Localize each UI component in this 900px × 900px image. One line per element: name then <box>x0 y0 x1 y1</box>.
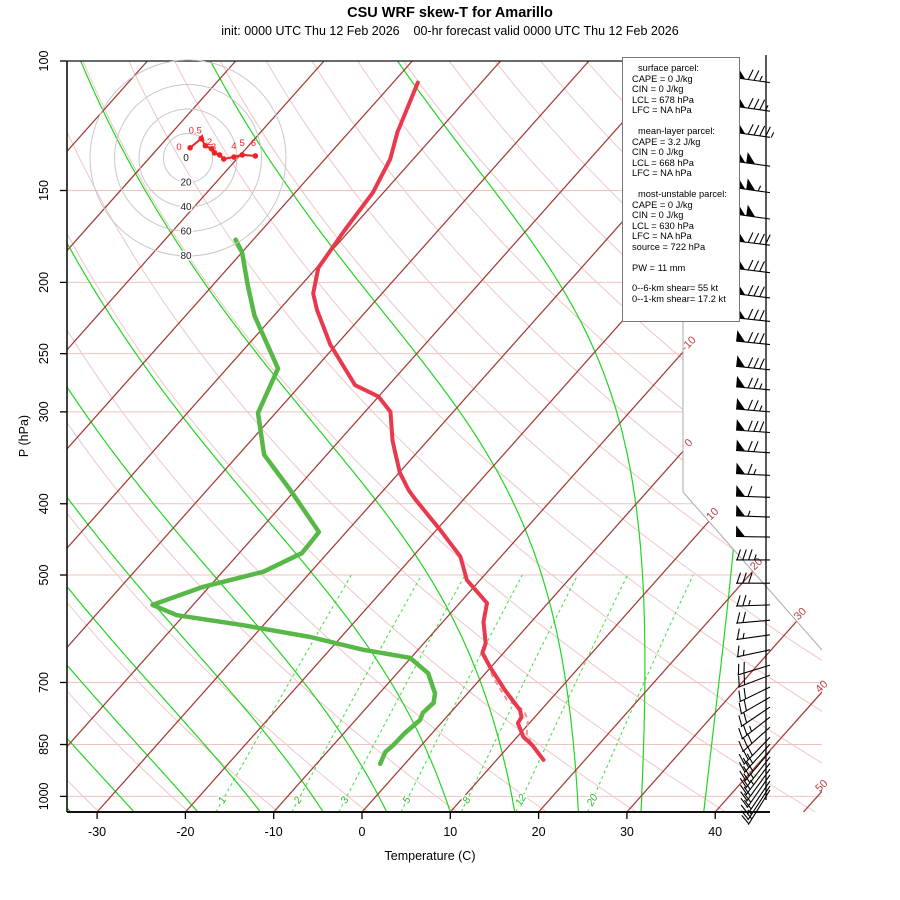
svg-text:0.5: 0.5 <box>189 126 202 137</box>
info-section-title: mean-layer parcel: <box>638 125 715 136</box>
info-line: LFC = NA hPa <box>632 105 692 116</box>
parcel-info-box: surface parcel: CAPE = 0 J/kg CIN = 0 J/kg… <box>622 57 740 322</box>
svg-text:20: 20 <box>532 825 546 839</box>
svg-text:0: 0 <box>359 825 366 839</box>
svg-text:40: 40 <box>708 825 722 839</box>
svg-text:20: 20 <box>584 792 601 809</box>
svg-text:30: 30 <box>792 606 809 623</box>
svg-text:12: 12 <box>513 792 529 808</box>
svg-text:0: 0 <box>682 437 695 450</box>
plot-frame <box>66 60 823 813</box>
info-line: PW = 11 mm <box>632 262 686 273</box>
svg-text:-20: -20 <box>176 825 194 839</box>
info-gap <box>632 253 739 263</box>
svg-text:30: 30 <box>620 825 634 839</box>
svg-text:300: 300 <box>37 401 51 422</box>
svg-text:850: 850 <box>37 734 51 755</box>
svg-text:400: 400 <box>37 493 51 514</box>
page-subtitle: init: 0000 UTC Thu 12 Feb 2026 00-hr for… <box>221 24 679 38</box>
svg-text:60: 60 <box>180 227 192 238</box>
info-line: CIN = 0 J/kg <box>632 84 684 95</box>
info-line: CIN = 0 J/kg <box>632 147 684 158</box>
x-axis-title: Temperature (C) <box>384 849 476 863</box>
svg-text:2: 2 <box>207 137 212 148</box>
svg-text:150: 150 <box>37 180 51 201</box>
svg-text:6: 6 <box>251 138 256 149</box>
svg-text:-30: -30 <box>88 825 106 839</box>
isotherm-labels: -10 0 10 20 30 40 50 <box>679 334 830 795</box>
info-gap <box>632 179 739 189</box>
temperature-trace <box>311 80 546 762</box>
svg-text:20: 20 <box>180 178 192 189</box>
axis-ticks: -30 -20 -10 0 10 20 30 401001502002503004005007… <box>37 51 722 839</box>
info-gap <box>632 273 739 283</box>
svg-text:-10: -10 <box>265 825 283 839</box>
svg-text:4: 4 <box>231 141 236 152</box>
svg-text:3: 3 <box>211 142 216 153</box>
svg-text:1: 1 <box>200 133 205 144</box>
svg-text:700: 700 <box>37 672 51 693</box>
info-line: CAPE = 0 J/kg <box>632 73 693 84</box>
info-line: LCL = 668 hPa <box>632 157 694 168</box>
hodograph-inset: 0 20 40 60 80 0 0.51 23 4 5 6 <box>89 59 287 264</box>
svg-text:5: 5 <box>239 138 244 149</box>
svg-text:40: 40 <box>813 678 830 695</box>
info-line: 0--6-km shear= 55 kt <box>632 283 719 294</box>
info-line: source = 722 hPa <box>632 241 706 252</box>
info-section-title: most-unstable parcel: <box>638 188 727 199</box>
page-title: CSU WRF skew-T for Amarillo <box>347 5 553 21</box>
svg-text:40: 40 <box>180 202 192 213</box>
info-line: CIN = 0 J/kg <box>632 210 684 221</box>
info-line: LCL = 630 hPa <box>632 220 694 231</box>
svg-text:-10: -10 <box>679 334 699 354</box>
wind-barb-column <box>735 55 775 826</box>
svg-text:10: 10 <box>704 506 721 523</box>
info-line: LCL = 678 hPa <box>632 94 694 105</box>
svg-text:500: 500 <box>37 565 51 586</box>
svg-text:80: 80 <box>180 251 192 262</box>
svg-text:0: 0 <box>176 142 181 153</box>
svg-text:1000: 1000 <box>37 782 51 810</box>
info-gap <box>632 116 739 126</box>
info-section-title: surface parcel: <box>638 63 699 73</box>
svg-text:100: 100 <box>37 51 51 72</box>
svg-text:250: 250 <box>37 343 51 364</box>
info-line: 0--1-km shear= 17.2 kt <box>632 293 726 304</box>
parcel-trace <box>481 646 545 761</box>
info-line: CAPE = 3.2 J/kg <box>632 136 701 147</box>
svg-text:10: 10 <box>443 825 457 839</box>
y-axis-title: P (hPa) <box>17 414 31 458</box>
isotherm-lines <box>67 61 822 812</box>
info-line: LFC = NA hPa <box>632 168 692 179</box>
info-line: LFC = NA hPa <box>632 231 692 242</box>
svg-text:50: 50 <box>813 778 830 795</box>
info-line: CAPE = 0 J/kg <box>632 199 693 210</box>
dewpoint-trace <box>150 237 438 767</box>
mixing-ratio-lines <box>215 574 694 812</box>
svg-text:0: 0 <box>183 153 189 164</box>
svg-text:200: 200 <box>37 272 51 293</box>
svg-text:20: 20 <box>748 556 765 573</box>
